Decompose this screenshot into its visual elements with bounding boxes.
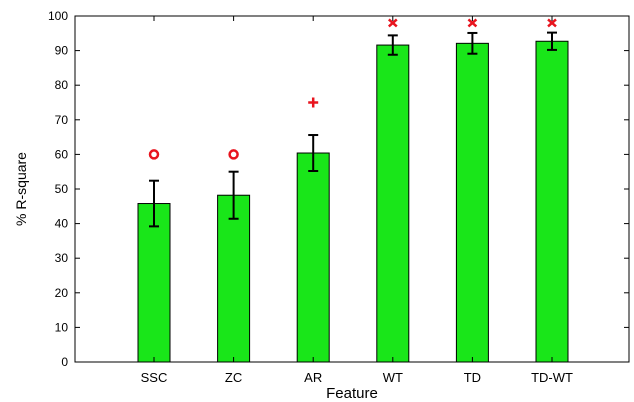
x-axis: SSC ZC AR WT TD TD-WT: [141, 16, 573, 385]
x-tick-label: TD-WT: [531, 370, 573, 385]
y-tick-label: 100: [48, 9, 68, 23]
y-tick-label: 10: [55, 320, 69, 334]
marker-cross-b: [467, 18, 478, 28]
y-tick-label: 70: [55, 113, 69, 127]
y-axis: 0 10 20 30 40 50 60 70 80 90 100: [48, 9, 629, 369]
bar-ssc: [137, 203, 171, 363]
x-tick-label: ZC: [225, 370, 242, 385]
bar-ar: [296, 152, 330, 363]
y-tick-label: 40: [55, 217, 69, 231]
marker-cross-b: [547, 18, 557, 28]
x-axis-label: Feature: [326, 385, 378, 402]
y-tick-label: 20: [55, 286, 69, 300]
bar-td: [455, 42, 489, 363]
bar-td-wt: [535, 40, 569, 363]
y-tick-label: 60: [55, 147, 69, 161]
x-tick-label: SSC: [141, 370, 168, 385]
x-tick-label: WT: [383, 370, 403, 385]
significance-markers: [148, 18, 557, 160]
bar-zc: [217, 194, 251, 363]
y-tick-label: 80: [55, 78, 69, 92]
bar-wt: [376, 44, 410, 363]
x-tick-label: TD: [464, 370, 481, 385]
y-tick-label: 0: [61, 355, 68, 369]
marker-circle: [148, 149, 160, 160]
y-tick-label: 90: [55, 44, 69, 58]
y-tick-label: 50: [55, 182, 69, 196]
x-tick-label: AR: [304, 370, 322, 385]
marker-cross-b: [387, 18, 398, 28]
y-axis-label: % R-square: [13, 152, 29, 226]
marker-plus: [308, 97, 319, 108]
error-bars: [149, 31, 557, 228]
marker-cross: [467, 18, 478, 28]
marker-cross: [547, 18, 557, 28]
marker-cross: [387, 18, 398, 28]
marker-circle: [228, 149, 239, 160]
y-tick-label: 30: [55, 251, 69, 265]
